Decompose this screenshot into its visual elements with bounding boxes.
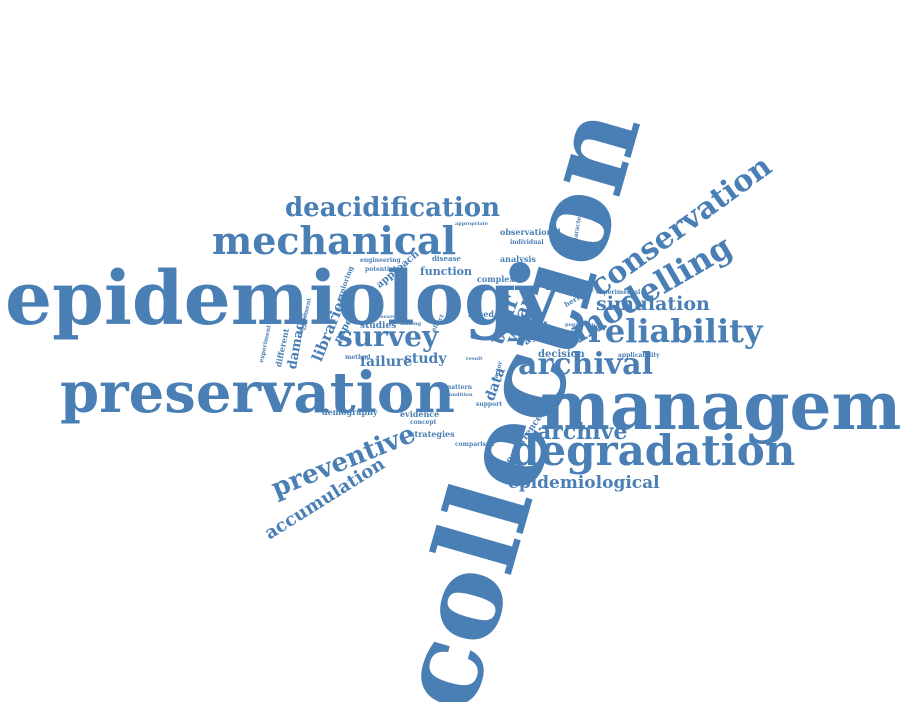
word-experimental: experimental [596,289,641,296]
word-epidemiology: epidemiology [5,256,559,342]
word-management: management [540,367,900,445]
word-strategies: strategies [410,429,455,439]
word-mechanical: mechanical [212,218,457,263]
word-preservation: preservation [60,360,455,426]
word-demography: demography [322,407,378,417]
word-function: function [420,265,473,278]
word-pattern: pattern [447,384,472,391]
word-research: research [375,314,400,320]
word-epidemiological: epidemiological [508,473,660,493]
word-failure: failure [360,354,413,370]
word-study: study [404,351,447,367]
word-potential: potential [365,266,396,273]
word-comparison: comparison [455,441,495,448]
word-decision: decision [538,349,585,360]
word-based: based [468,309,494,319]
word-evidence: evidence [400,409,440,419]
word-analysis: analysis [500,254,536,264]
word-applicability: applicability [618,352,660,359]
word-observational: observational [500,227,561,237]
word-method: method [345,354,371,361]
word-archival: archival [518,347,653,382]
word-survey: survey [337,320,439,353]
word-deacidification: deacidification [285,193,501,223]
word-disease: disease [432,254,461,263]
word-result: result [466,356,483,362]
word-population: population [565,322,596,328]
word-archive: archive [537,419,628,445]
word-making: making [400,321,422,327]
word-appropriate: appropriate [455,221,488,227]
word-complex: complex [477,274,515,284]
word-support: support [476,401,503,408]
word-simulation: simulation [596,293,710,315]
word-condition: condition [446,392,473,398]
word-engineering: engineering [360,257,401,264]
word-degradation: degradation [510,426,796,475]
word-reliability: reliability [588,312,763,350]
word-concept: concept [410,419,437,426]
word-individual: individual [510,239,544,246]
word-studies: studies [360,321,397,331]
